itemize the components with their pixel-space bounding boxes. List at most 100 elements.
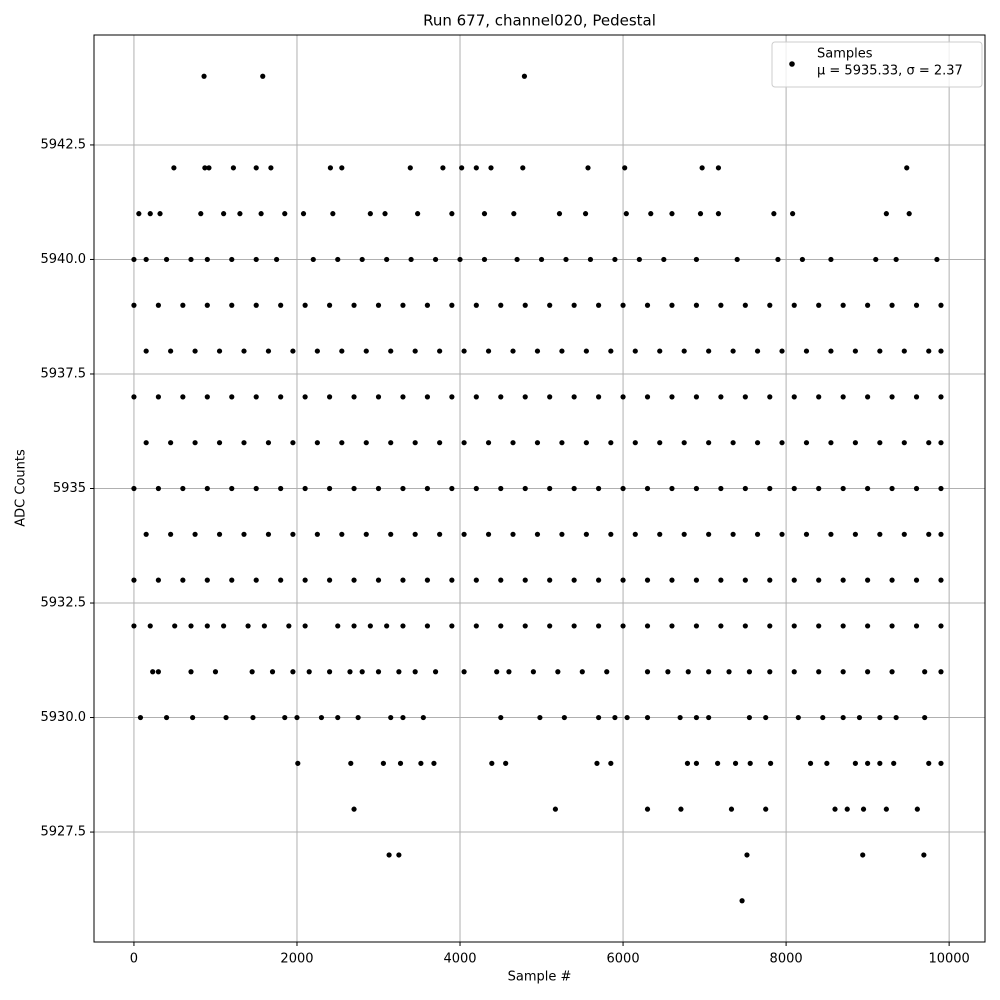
point (282, 211, 288, 217)
point (223, 714, 229, 721)
point (563, 256, 569, 263)
point (418, 760, 424, 766)
point (767, 485, 773, 492)
point (278, 302, 284, 308)
point (396, 669, 402, 675)
point (143, 348, 149, 354)
point (192, 348, 198, 354)
point (799, 256, 805, 263)
point (596, 623, 602, 629)
point (934, 256, 940, 263)
points-layer (131, 73, 944, 904)
point (706, 440, 712, 446)
point (620, 623, 626, 629)
point (216, 348, 223, 354)
point (852, 760, 858, 766)
point (382, 211, 388, 217)
point (229, 302, 235, 308)
point (665, 669, 671, 675)
point (481, 256, 488, 263)
point (180, 577, 186, 583)
point (420, 714, 426, 721)
point (265, 440, 272, 446)
point (865, 394, 871, 400)
point (302, 623, 308, 629)
point (201, 73, 207, 79)
point (873, 256, 879, 263)
point (168, 348, 174, 354)
point (718, 577, 724, 583)
point (449, 394, 455, 400)
point (412, 440, 418, 446)
point (461, 669, 467, 675)
point (865, 577, 871, 583)
point (632, 348, 638, 354)
point (583, 440, 589, 446)
point (938, 302, 944, 308)
point (143, 531, 149, 537)
point (253, 485, 259, 492)
point (832, 806, 838, 812)
point (739, 898, 745, 904)
point (608, 440, 614, 446)
point (440, 165, 446, 171)
point (877, 348, 883, 354)
point (473, 165, 479, 171)
point (494, 669, 500, 675)
point (767, 669, 773, 675)
point (396, 852, 402, 858)
point (265, 531, 272, 537)
point (310, 256, 316, 263)
point (485, 348, 492, 354)
point (216, 440, 223, 446)
point (644, 714, 651, 721)
point (388, 714, 394, 721)
point (327, 165, 334, 171)
point (926, 440, 932, 446)
point (302, 577, 308, 583)
point (840, 623, 846, 629)
point (865, 302, 871, 308)
point (131, 256, 137, 263)
point (522, 623, 528, 629)
point (901, 440, 907, 446)
point (363, 348, 369, 354)
point (155, 577, 161, 583)
point (803, 348, 810, 354)
point (449, 211, 455, 217)
point (685, 669, 691, 675)
point (424, 394, 431, 400)
legend-label: Samples (817, 47, 873, 62)
point (552, 806, 558, 812)
point (437, 440, 443, 446)
point (461, 348, 467, 354)
point (644, 394, 651, 400)
point (913, 485, 920, 492)
point (803, 531, 810, 537)
point (678, 806, 684, 812)
y-tick-label: 5937.5 (41, 366, 87, 381)
point (204, 256, 210, 263)
point (746, 714, 753, 721)
point (677, 714, 683, 721)
point (147, 623, 153, 629)
x-tick-label: 2000 (280, 952, 313, 967)
x-tick-label: 8000 (770, 952, 803, 967)
point (424, 485, 431, 492)
point (816, 577, 822, 583)
point (473, 394, 479, 400)
point (498, 485, 504, 492)
point (790, 211, 796, 217)
point (840, 714, 846, 721)
point (571, 485, 577, 492)
point (620, 302, 626, 308)
point (188, 256, 194, 263)
point (684, 760, 691, 766)
point (204, 623, 210, 629)
point (732, 760, 739, 766)
point (938, 394, 944, 400)
point (715, 165, 722, 171)
point (744, 852, 750, 858)
point (290, 348, 296, 354)
